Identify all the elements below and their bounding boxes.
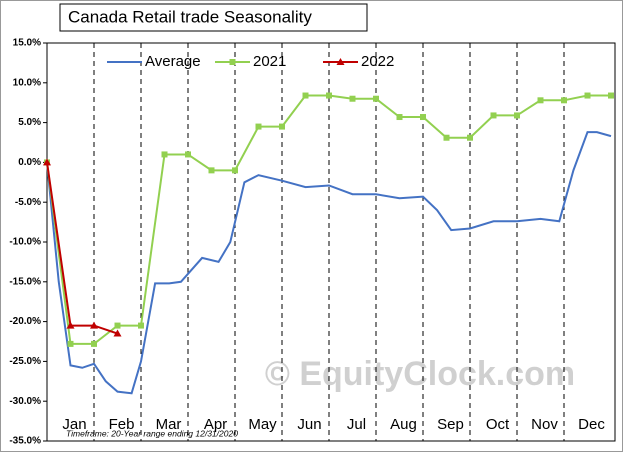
x-tick-label: Oct bbox=[486, 416, 510, 433]
x-tick-label: Feb bbox=[109, 416, 135, 433]
marker bbox=[373, 95, 379, 102]
marker bbox=[255, 123, 262, 130]
marker bbox=[66, 321, 75, 329]
marker bbox=[114, 322, 121, 329]
marker bbox=[608, 92, 614, 99]
marker bbox=[161, 151, 168, 158]
marker bbox=[232, 167, 238, 174]
marker bbox=[43, 158, 51, 166]
legend-label: 2022 bbox=[361, 53, 394, 70]
title-box bbox=[59, 3, 368, 32]
x-tick-label: Apr bbox=[204, 416, 227, 433]
y-tick-label: -15.0% bbox=[9, 276, 41, 287]
marker bbox=[113, 329, 122, 337]
marker bbox=[138, 322, 144, 329]
legend-marker bbox=[229, 59, 236, 65]
marker bbox=[396, 114, 403, 121]
y-tick-label: -20.0% bbox=[9, 316, 41, 327]
x-tick-label: Nov bbox=[531, 416, 558, 433]
x-tick-label: Jan bbox=[62, 416, 86, 433]
x-tick-label: Sep bbox=[437, 416, 464, 433]
x-tick-label: Mar bbox=[156, 416, 182, 433]
footnote: Timeframe: 20-Year range ending 12/31/20… bbox=[66, 428, 238, 438]
marker bbox=[326, 92, 332, 99]
series-line bbox=[46, 131, 612, 395]
marker bbox=[67, 340, 74, 347]
marker bbox=[185, 151, 191, 158]
chart-title: Canada Retail trade Seasonality bbox=[68, 7, 312, 26]
y-tick-label: -30.0% bbox=[9, 396, 41, 407]
marker bbox=[490, 112, 497, 119]
x-tick-label: Jul bbox=[347, 416, 366, 433]
legend-label: Average bbox=[145, 53, 201, 70]
y-tick-label: -35.0% bbox=[9, 436, 41, 447]
frame bbox=[0, 0, 623, 452]
marker bbox=[349, 95, 356, 102]
y-tick-label: 15.0% bbox=[13, 38, 41, 49]
y-tick-label: 5.0% bbox=[18, 117, 41, 128]
x-tick-label: Dec bbox=[578, 416, 605, 433]
marker bbox=[467, 134, 473, 141]
marker bbox=[91, 340, 97, 347]
y-tick-label: 10.0% bbox=[13, 77, 41, 88]
y-tick-label: 0.0% bbox=[18, 157, 41, 168]
y-tick-label: -5.0% bbox=[15, 197, 41, 208]
legend-marker bbox=[336, 58, 345, 65]
y-tick-label: -25.0% bbox=[9, 356, 41, 367]
marker bbox=[279, 123, 285, 130]
marker bbox=[90, 321, 98, 329]
series-line bbox=[46, 162, 118, 335]
marker bbox=[420, 114, 426, 121]
x-tick-label: Aug bbox=[390, 416, 417, 433]
marker bbox=[302, 92, 309, 99]
x-tick-label: May bbox=[248, 416, 277, 433]
x-tick-label: Jun bbox=[297, 416, 321, 433]
marker bbox=[537, 97, 544, 104]
marker bbox=[584, 92, 591, 99]
marker bbox=[514, 112, 520, 119]
marker bbox=[443, 134, 450, 141]
watermark: © EquityClock.com bbox=[265, 355, 575, 393]
legend-label: 2021 bbox=[253, 53, 286, 70]
marker bbox=[208, 167, 215, 174]
marker bbox=[561, 97, 567, 104]
y-tick-label: -10.0% bbox=[9, 237, 41, 248]
